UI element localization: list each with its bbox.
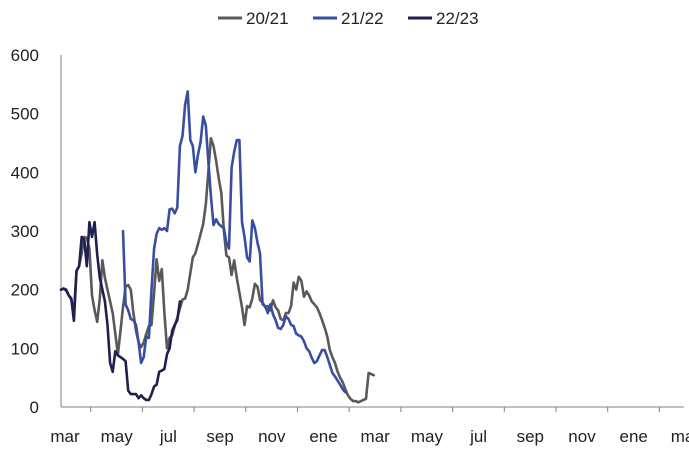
x-tick-label: nov xyxy=(258,427,286,446)
legend-label: 22/23 xyxy=(436,9,479,28)
series-line-20-21 xyxy=(59,137,376,404)
y-tick-label: 0 xyxy=(30,398,39,417)
y-tick-label: 100 xyxy=(11,339,39,358)
y-tick-label: 600 xyxy=(11,46,39,65)
x-tick-label: mar xyxy=(671,427,689,446)
y-tick-label: 300 xyxy=(11,222,39,241)
x-tick-label: nov xyxy=(568,427,596,446)
series-line-22-23 xyxy=(59,220,182,402)
x-tick-label: ene xyxy=(620,427,648,446)
x-tick-label: ene xyxy=(309,427,337,446)
y-tick-label: 500 xyxy=(11,105,39,124)
y-tick-label: 400 xyxy=(11,163,39,182)
legend-label: 21/22 xyxy=(341,9,384,28)
x-tick-label: may xyxy=(411,427,444,446)
y-axis: 0 100 200 300 400 500 600 xyxy=(11,46,62,417)
x-tick-label: sep xyxy=(517,427,544,446)
x-tick-label: may xyxy=(101,427,134,446)
x-axis: mar may jul sep nov ene mar may jul sep nov ene mar xyxy=(50,406,689,446)
x-tick-label: jul xyxy=(159,427,177,446)
y-tick-label: 200 xyxy=(11,281,39,300)
series-line-21-22 xyxy=(121,90,347,394)
series-layer xyxy=(59,90,376,404)
x-tick-label: mar xyxy=(50,427,80,446)
x-tick-label: mar xyxy=(361,427,391,446)
legend: 20/21 21/22 22/23 xyxy=(218,9,479,28)
x-tick-label: jul xyxy=(469,427,487,446)
x-tick-label: sep xyxy=(206,427,233,446)
legend-label: 20/21 xyxy=(246,9,289,28)
